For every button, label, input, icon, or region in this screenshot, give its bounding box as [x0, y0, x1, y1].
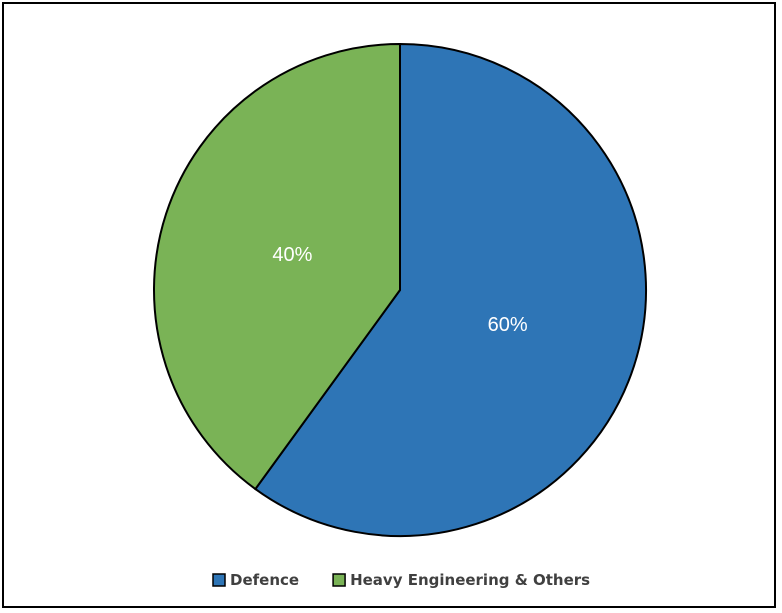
legend-item: Defence — [212, 571, 299, 589]
legend-swatch — [212, 573, 226, 587]
data-label: 40% — [272, 244, 312, 266]
pie-slices — [153, 42, 647, 537]
pie-slice-defence — [254, 42, 647, 537]
legend-item: Heavy Engineering & Others — [332, 571, 590, 589]
legend: Defence Heavy Engineering & Others — [212, 571, 590, 589]
legend-label: Defence — [230, 571, 299, 589]
data-label: 60% — [488, 314, 528, 336]
legend-swatch — [332, 573, 346, 587]
legend-label: Heavy Engineering & Others — [350, 571, 590, 589]
pie-data-labels: 60% 40% — [272, 244, 527, 336]
pie-slice-heavy-engineering-others — [153, 42, 401, 491]
